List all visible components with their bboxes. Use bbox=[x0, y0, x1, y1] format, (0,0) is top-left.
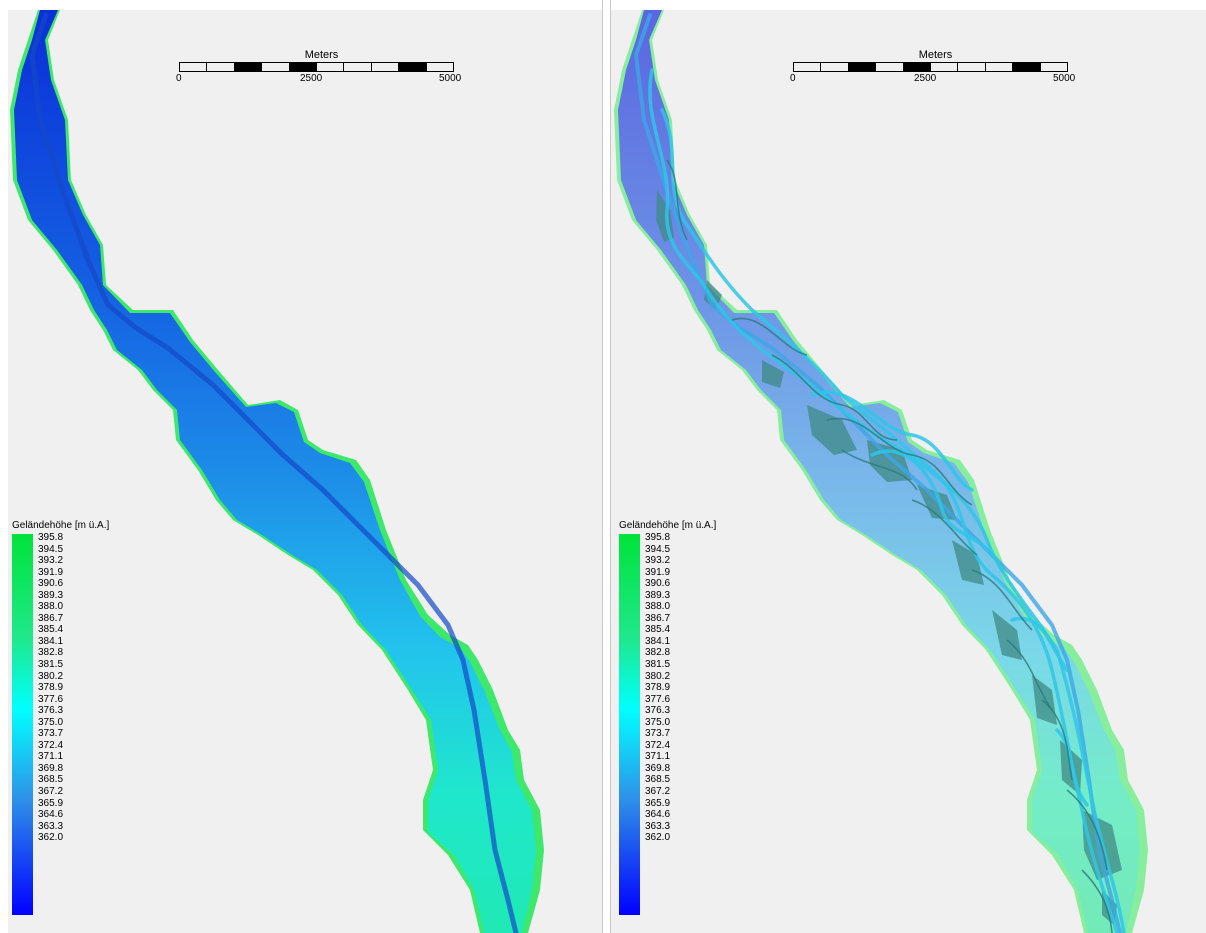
legend-value: 385.4 bbox=[38, 624, 64, 636]
scale-bar-unit: Meters bbox=[918, 49, 953, 61]
legend-value: 391.9 bbox=[645, 566, 671, 578]
scale-bar: Meters 0 2500 5000 bbox=[790, 49, 1078, 89]
legend-value: 378.9 bbox=[38, 682, 64, 694]
legend-value: 388.0 bbox=[645, 601, 671, 613]
legend-value: 377.6 bbox=[645, 693, 671, 705]
terrain-map bbox=[10, 10, 544, 933]
elevation-legend: Geländehöhe [m ü.A.] 395.8 394.5 393.2 3… bbox=[619, 520, 717, 915]
legend-value: 382.8 bbox=[645, 647, 671, 659]
legend-value: 376.3 bbox=[38, 705, 64, 717]
legend-value: 364.6 bbox=[38, 809, 64, 821]
legend-value: 368.5 bbox=[38, 774, 64, 786]
scale-bar-unit: Meters bbox=[304, 49, 339, 61]
legend-value: 363.3 bbox=[645, 820, 671, 832]
legend-value: 365.9 bbox=[38, 797, 64, 809]
map-panel-right: Meters 0 2500 5000 Geländehöhe [m ü.A.] … bbox=[611, 10, 1206, 933]
scale-tick-0: 0 bbox=[176, 73, 182, 84]
legend-value: 390.6 bbox=[645, 578, 671, 590]
terrain-map-with-channels bbox=[614, 10, 1148, 933]
floodplain-surface bbox=[14, 10, 536, 933]
legend-value: 389.3 bbox=[38, 589, 64, 601]
legend-value: 386.7 bbox=[38, 612, 64, 624]
side-channels bbox=[666, 159, 1113, 933]
legend-value: 393.2 bbox=[38, 555, 64, 567]
legend-value: 368.5 bbox=[645, 774, 671, 786]
legend-value: 367.2 bbox=[38, 786, 64, 798]
legend-value: 365.9 bbox=[645, 797, 671, 809]
legend-value: 363.3 bbox=[38, 820, 64, 832]
scale-tick-5000: 5000 bbox=[1053, 73, 1076, 84]
legend-value: 391.9 bbox=[38, 566, 64, 578]
legend-value: 393.2 bbox=[645, 555, 671, 567]
elevation-legend: Geländehöhe [m ü.A.] 395.8 394.5 393.2 3… bbox=[12, 520, 110, 915]
legend-value: 373.7 bbox=[645, 728, 671, 740]
scale-tick-0: 0 bbox=[790, 73, 796, 84]
scale-bar-segments bbox=[179, 62, 454, 72]
legend-color-ramp bbox=[619, 534, 640, 915]
map-panel-left: Meters 0 2500 5000 Geländehöhe [m ü.A.] … bbox=[8, 10, 602, 933]
legend-value: 384.1 bbox=[38, 635, 64, 647]
legend-value: 372.4 bbox=[645, 739, 671, 751]
scale-tick-2500: 2500 bbox=[914, 73, 937, 84]
legend-value: 395.8 bbox=[38, 532, 64, 543]
legend-value: 395.8 bbox=[645, 532, 671, 543]
legend-value: 385.4 bbox=[645, 624, 671, 636]
legend-value: 380.2 bbox=[645, 670, 671, 682]
legend-value: 390.6 bbox=[38, 578, 64, 590]
legend-value: 377.6 bbox=[38, 693, 64, 705]
braided-channels bbox=[648, 68, 1126, 933]
legend-value: 371.1 bbox=[38, 751, 64, 763]
gravel-bars bbox=[656, 190, 1122, 925]
legend-value: 375.0 bbox=[38, 716, 64, 728]
legend-value: 386.7 bbox=[645, 612, 671, 624]
legend-title: Geländehöhe [m ü.A.] bbox=[12, 520, 110, 531]
legend-value: 382.8 bbox=[38, 647, 64, 659]
legend-value: 369.8 bbox=[38, 762, 64, 774]
legend-color-ramp bbox=[12, 534, 33, 915]
legend-value: 376.3 bbox=[645, 705, 671, 717]
legend-value: 389.3 bbox=[645, 589, 671, 601]
legend-value: 380.2 bbox=[38, 670, 64, 682]
scale-tick-5000: 5000 bbox=[439, 73, 462, 84]
legend-value: 381.5 bbox=[38, 659, 64, 671]
scale-bar: Meters 0 2500 5000 bbox=[176, 49, 464, 89]
legend-value: 384.1 bbox=[645, 635, 671, 647]
legend-value: 375.0 bbox=[645, 716, 671, 728]
main-river-channel bbox=[29, 12, 519, 933]
legend-value: 364.6 bbox=[645, 809, 671, 821]
legend-value: 394.5 bbox=[645, 543, 671, 555]
legend-value: 369.8 bbox=[645, 762, 671, 774]
scale-tick-2500: 2500 bbox=[300, 73, 323, 84]
main-river-channel bbox=[633, 13, 1122, 933]
legend-value: 388.0 bbox=[38, 601, 64, 613]
legend-value: 362.0 bbox=[645, 832, 671, 844]
legend-value: 367.2 bbox=[645, 786, 671, 798]
legend-value: 394.5 bbox=[38, 543, 64, 555]
legend-value: 373.7 bbox=[38, 728, 64, 740]
legend-value: 381.5 bbox=[645, 659, 671, 671]
legend-value: 371.1 bbox=[645, 751, 671, 763]
legend-value: 378.9 bbox=[645, 682, 671, 694]
panel-divider bbox=[602, 0, 611, 933]
scale-bar-segments bbox=[793, 62, 1068, 72]
legend-title: Geländehöhe [m ü.A.] bbox=[619, 520, 717, 531]
legend-value: 372.4 bbox=[38, 739, 64, 751]
legend-value: 362.0 bbox=[38, 832, 64, 844]
